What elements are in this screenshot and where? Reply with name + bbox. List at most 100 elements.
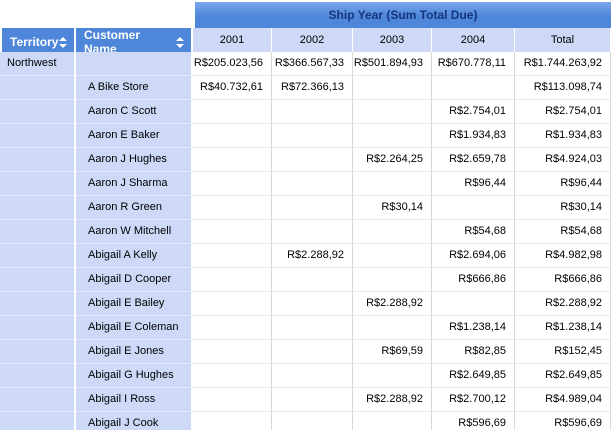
value-cell[interactable] <box>272 196 353 220</box>
customer-name-cell[interactable]: Abigail A Kelly <box>76 244 193 268</box>
value-cell[interactable]: R$2.694,06 <box>432 244 515 268</box>
value-cell[interactable]: R$670.778,11 <box>432 52 515 76</box>
value-cell[interactable] <box>272 340 353 364</box>
value-cell[interactable] <box>353 76 432 100</box>
territory-cell[interactable] <box>0 364 76 388</box>
value-cell[interactable] <box>272 316 353 340</box>
value-cell[interactable]: R$54,68 <box>515 220 611 244</box>
value-cell[interactable] <box>272 220 353 244</box>
value-cell[interactable] <box>193 196 272 220</box>
value-cell[interactable] <box>193 244 272 268</box>
value-cell[interactable]: R$2.754,01 <box>432 100 515 124</box>
value-cell[interactable]: R$205.023,56 <box>193 52 272 76</box>
value-cell[interactable]: R$4.982,98 <box>515 244 611 268</box>
value-cell[interactable]: R$2.700,12 <box>432 388 515 412</box>
value-cell[interactable] <box>193 412 272 430</box>
column-group-header[interactable]: Ship Year (Sum Total Due) <box>195 2 611 28</box>
customer-name-cell[interactable]: A Bike Store <box>76 76 193 100</box>
customer-name-cell[interactable]: Aaron C Scott <box>76 100 193 124</box>
customer-name-cell[interactable]: Abigail E Coleman <box>76 316 193 340</box>
value-cell[interactable] <box>193 268 272 292</box>
value-cell[interactable] <box>193 124 272 148</box>
territory-cell[interactable] <box>0 388 76 412</box>
customer-name-cell[interactable]: Abigail D Cooper <box>76 268 193 292</box>
value-cell[interactable] <box>353 412 432 430</box>
value-cell[interactable] <box>432 196 515 220</box>
sort-icon[interactable] <box>59 36 67 48</box>
value-cell[interactable]: R$1.238,14 <box>515 316 611 340</box>
sort-icon[interactable] <box>176 36 184 48</box>
value-cell[interactable] <box>272 292 353 316</box>
territory-cell[interactable] <box>0 412 76 430</box>
value-cell[interactable]: R$113.098,74 <box>515 76 611 100</box>
value-cell[interactable] <box>193 148 272 172</box>
value-cell[interactable]: R$69,59 <box>353 340 432 364</box>
customer-name-cell[interactable]: Abigail G Hughes <box>76 364 193 388</box>
value-cell[interactable] <box>353 268 432 292</box>
value-cell[interactable]: R$40.732,61 <box>193 76 272 100</box>
territory-cell[interactable] <box>0 76 76 100</box>
value-cell[interactable]: R$1.238,14 <box>432 316 515 340</box>
value-cell[interactable]: R$54,68 <box>432 220 515 244</box>
value-cell[interactable] <box>353 124 432 148</box>
value-cell[interactable]: R$2.288,92 <box>353 388 432 412</box>
value-cell[interactable]: R$1.744.263,92 <box>515 52 611 76</box>
value-cell[interactable] <box>272 172 353 196</box>
value-cell[interactable] <box>353 244 432 268</box>
value-cell[interactable]: R$2.649,85 <box>432 364 515 388</box>
territory-cell[interactable] <box>0 220 76 244</box>
value-cell[interactable] <box>353 220 432 244</box>
value-cell[interactable] <box>193 316 272 340</box>
value-cell[interactable] <box>353 364 432 388</box>
value-cell[interactable] <box>272 388 353 412</box>
year-column-header-2004[interactable]: 2004 <box>432 28 515 56</box>
customer-name-cell[interactable]: Abigail E Bailey <box>76 292 193 316</box>
value-cell[interactable] <box>193 340 272 364</box>
value-cell[interactable] <box>272 100 353 124</box>
year-column-header-2002[interactable]: 2002 <box>272 28 353 56</box>
value-cell[interactable] <box>272 124 353 148</box>
value-cell[interactable]: R$596,69 <box>432 412 515 430</box>
value-cell[interactable] <box>272 148 353 172</box>
value-cell[interactable]: R$2.754,01 <box>515 100 611 124</box>
territory-cell[interactable] <box>0 148 76 172</box>
value-cell[interactable]: R$596,69 <box>515 412 611 430</box>
territory-cell[interactable] <box>0 316 76 340</box>
value-cell[interactable] <box>353 316 432 340</box>
customer-name-cell[interactable]: Abigail E Jones <box>76 340 193 364</box>
territory-column-header[interactable]: Territory <box>0 28 76 56</box>
value-cell[interactable]: R$30,14 <box>515 196 611 220</box>
customer-name-cell[interactable]: Aaron J Sharma <box>76 172 193 196</box>
value-cell[interactable]: R$501.894,93 <box>353 52 432 76</box>
value-cell[interactable] <box>193 292 272 316</box>
customer-name-cell[interactable]: Abigail J Cook <box>76 412 193 430</box>
value-cell[interactable]: R$4.989,04 <box>515 388 611 412</box>
customer-name-cell[interactable]: Aaron J Hughes <box>76 148 193 172</box>
value-cell[interactable]: R$2.264,25 <box>353 148 432 172</box>
value-cell[interactable] <box>272 268 353 292</box>
value-cell[interactable]: R$2.288,92 <box>353 292 432 316</box>
value-cell[interactable]: R$152,45 <box>515 340 611 364</box>
value-cell[interactable]: R$666,86 <box>515 268 611 292</box>
value-cell[interactable] <box>353 172 432 196</box>
value-cell[interactable] <box>272 412 353 430</box>
customer-name-cell[interactable]: Aaron E Baker <box>76 124 193 148</box>
territory-cell[interactable] <box>0 196 76 220</box>
value-cell[interactable] <box>432 292 515 316</box>
customer-name-cell[interactable]: Aaron R Green <box>76 196 193 220</box>
value-cell[interactable] <box>193 364 272 388</box>
territory-cell[interactable]: Northwest <box>0 52 76 76</box>
value-cell[interactable]: R$2.649,85 <box>515 364 611 388</box>
territory-cell[interactable] <box>0 244 76 268</box>
value-cell[interactable] <box>272 364 353 388</box>
territory-cell[interactable] <box>0 268 76 292</box>
value-cell[interactable]: R$72.366,13 <box>272 76 353 100</box>
territory-cell[interactable] <box>0 124 76 148</box>
value-cell[interactable]: R$1.934,83 <box>432 124 515 148</box>
value-cell[interactable]: R$4.924,03 <box>515 148 611 172</box>
value-cell[interactable] <box>432 76 515 100</box>
value-cell[interactable]: R$1.934,83 <box>515 124 611 148</box>
value-cell[interactable] <box>353 100 432 124</box>
value-cell[interactable] <box>193 388 272 412</box>
value-cell[interactable]: R$96,44 <box>515 172 611 196</box>
